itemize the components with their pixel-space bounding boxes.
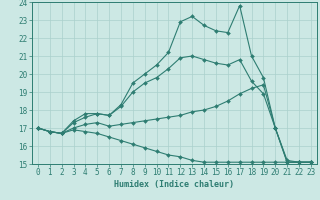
X-axis label: Humidex (Indice chaleur): Humidex (Indice chaleur) bbox=[115, 180, 234, 189]
